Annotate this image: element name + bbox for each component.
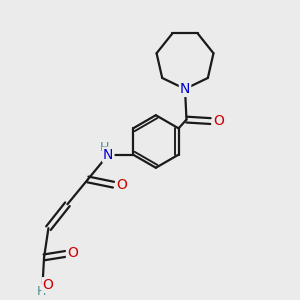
Text: N: N (180, 82, 190, 96)
Text: O: O (42, 278, 53, 292)
Text: H: H (37, 285, 46, 298)
Text: O: O (116, 178, 127, 192)
Text: N: N (103, 148, 113, 162)
Text: H: H (100, 141, 110, 154)
Text: O: O (67, 246, 78, 260)
Text: O: O (213, 114, 224, 128)
